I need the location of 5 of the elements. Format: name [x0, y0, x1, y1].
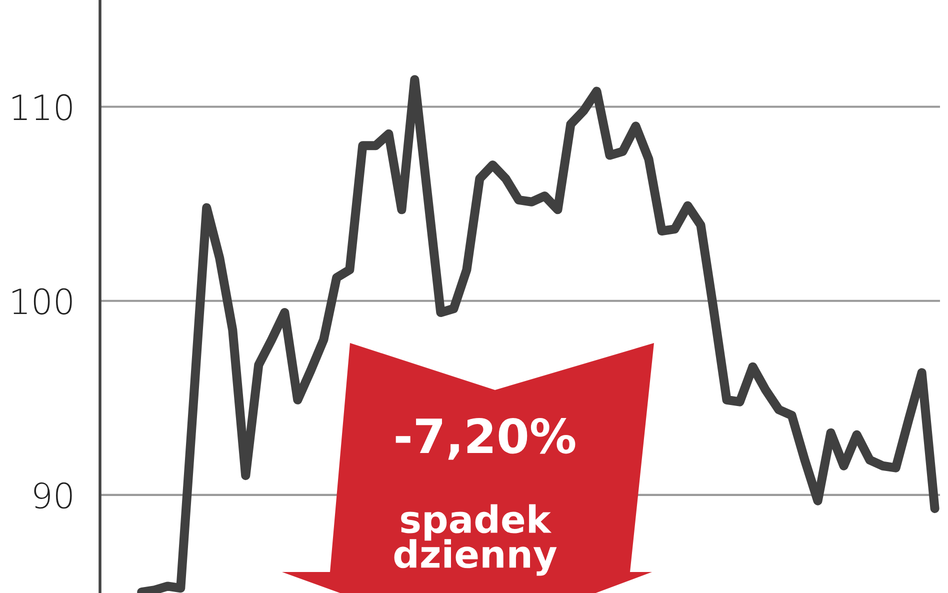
- y-tick-label: 100: [12, 288, 72, 315]
- annotation: spadek dzienny: [394, 504, 557, 576]
- annotation: -7,20%: [396, 418, 576, 460]
- y-tick-label: 90: [34, 482, 72, 509]
- y-tick-label: 110: [12, 94, 72, 120]
